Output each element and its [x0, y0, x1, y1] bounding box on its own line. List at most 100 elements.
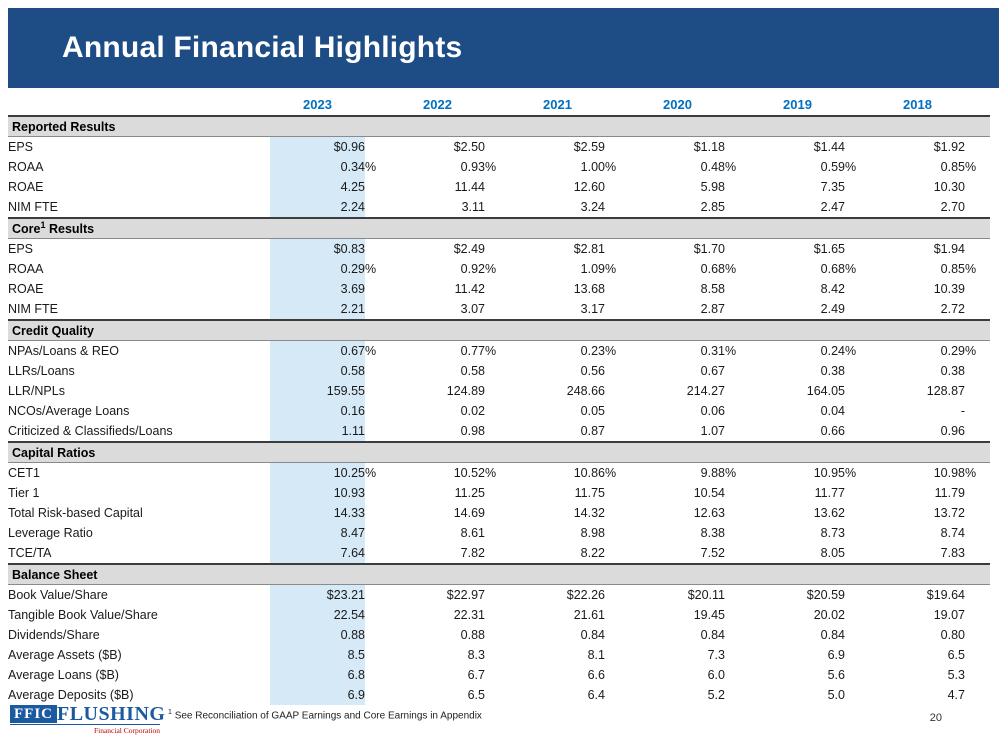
cell-value: 0.31 [700, 344, 725, 358]
cell-percent-sign: % [605, 160, 617, 174]
cell-percent-sign [725, 421, 750, 442]
table-row: ROAE 3.69 11.42 13.68 8.58 8.42 10.39 [8, 279, 990, 299]
cell-percent-sign [485, 625, 510, 645]
row-label: Average Assets ($B) [8, 648, 122, 662]
cell-value: 5.98 [700, 180, 725, 194]
cell-value: 0.05 [580, 404, 605, 418]
financial-table-container: 2023 2022 2021 2020 2019 2018 Reported Result… [8, 93, 990, 705]
table-row: Dividends/Share 0.88 0.88 0.84 0.84 0.84 0.80 [8, 625, 990, 645]
section-header-text: Reported Results [12, 119, 116, 134]
cell-value: 7.82 [460, 546, 485, 560]
table-row: Average Loans ($B) 6.8 6.7 6.6 6.0 5.6 5.3 [8, 665, 990, 685]
cell-value: 10.98 [933, 466, 965, 480]
cell-value: 2.87 [700, 302, 725, 316]
cell-value: 1.00 [580, 160, 605, 174]
cell-value: 0.85 [940, 262, 965, 276]
cell-value: 20.02 [813, 608, 845, 622]
cell-percent-sign [365, 239, 390, 260]
cell-percent-sign [485, 585, 510, 606]
cell-value: $1.70 [693, 242, 725, 256]
cell-value: $23.21 [270, 584, 365, 605]
table-row: NIM FTE 2.24 3.11 3.24 2.85 2.47 2.70 [8, 197, 990, 218]
cell-value: $0.96 [270, 136, 365, 157]
cell-percent-sign [725, 279, 750, 299]
cell-percent-sign [365, 361, 390, 381]
cell-value: $22.26 [566, 588, 605, 602]
cell-percent-sign: % [845, 344, 857, 358]
year-label-2021: 2021 [543, 96, 572, 112]
cell-percent-sign: % [965, 160, 977, 174]
cell-value: 21.61 [573, 608, 605, 622]
section-header-text: Balance Sheet [12, 567, 98, 582]
cell-percent-sign [485, 137, 510, 158]
cell-value: 10.54 [693, 486, 725, 500]
row-label: Average Loans ($B) [8, 668, 119, 682]
cell-percent-sign [845, 197, 870, 218]
section-header-rest: Results [45, 222, 95, 237]
cell-value: 8.73 [820, 526, 845, 540]
cell-value: 13.68 [573, 282, 605, 296]
cell-percent-sign [485, 543, 510, 564]
cell-value: 8.5 [270, 645, 365, 665]
table-row: ROAA 0.34% 0.93% 1.00% 0.48% 0.59% 0.85% [8, 157, 990, 177]
cell-value: 159.55 [270, 381, 365, 401]
cell-value: 0.77 [460, 344, 485, 358]
cell-percent-sign [485, 381, 510, 401]
year-header-row: 2023 2022 2021 2020 2019 2018 [8, 93, 990, 116]
cell-value: 8.61 [460, 526, 485, 540]
cell-percent-sign [485, 483, 510, 503]
cell-value: $1.18 [693, 140, 725, 154]
cell-value: 13.62 [813, 506, 845, 520]
cell-percent-sign [965, 645, 990, 665]
cell-value: 6.5 [467, 688, 485, 702]
cell-percent-sign [845, 177, 870, 197]
cell-value: 7.83 [940, 546, 965, 560]
table-body: Reported Results EPS $0.96 $2.50 $2.59 $1.18 $… [8, 115, 990, 705]
cell-percent-sign [725, 625, 750, 645]
cell-value: 6.0 [707, 668, 725, 682]
cell-value: 2.70 [940, 200, 965, 214]
cell-percent-sign [605, 585, 630, 606]
year-pct-spacer [845, 93, 870, 116]
cell-percent-sign [485, 299, 510, 320]
cell-value: 2.85 [700, 200, 725, 214]
cell-percent-sign [725, 665, 750, 685]
cell-percent-sign [365, 421, 390, 442]
cell-percent-sign [965, 483, 990, 503]
cell-percent-sign [605, 483, 630, 503]
cell-percent-sign [605, 645, 630, 665]
table-row: Criticized & Classifieds/Loans 1.11 0.98 0.… [8, 421, 990, 442]
cell-percent-sign [605, 137, 630, 158]
cell-percent-sign [725, 543, 750, 564]
cell-value: 9.88 [700, 466, 725, 480]
cell-value: 128.87 [926, 384, 965, 398]
financial-table: 2023 2022 2021 2020 2019 2018 Reported Result… [8, 93, 990, 705]
cell-percent-sign [605, 177, 630, 197]
cell-percent-sign [485, 421, 510, 442]
cell-percent-sign [845, 543, 870, 564]
row-label: ROAE [8, 180, 44, 194]
cell-percent-sign: % [485, 262, 497, 276]
cell-value: 7.35 [820, 180, 845, 194]
cell-percent-sign: % [365, 160, 377, 174]
cell-value: 8.22 [580, 546, 605, 560]
cell-value: 0.88 [270, 625, 365, 645]
cell-percent-sign [605, 543, 630, 564]
cell-percent-sign [485, 605, 510, 625]
cell-percent-sign [605, 421, 630, 442]
table-row: CET1 10.25% 10.52% 10.86% 9.88% 10.95% 10.98% [8, 462, 990, 483]
cell-value: 5.0 [827, 688, 845, 702]
cell-percent-sign [605, 299, 630, 320]
cell-percent-sign: % [845, 466, 857, 480]
table-row: EPS $0.96 $2.50 $2.59 $1.18 $1.44 $1.92 [8, 136, 990, 158]
cell-value: 124.89 [446, 384, 485, 398]
cell-value: 3.69 [270, 279, 365, 299]
cell-value: $22.97 [446, 588, 485, 602]
cell-percent-sign [365, 401, 390, 421]
cell-percent-sign [365, 685, 390, 705]
cell-value: 0.84 [580, 628, 605, 642]
cell-value: 0.38 [820, 364, 845, 378]
cell-percent-sign [845, 645, 870, 665]
cell-percent-sign [965, 585, 990, 606]
cell-value: 0.98 [460, 424, 485, 438]
